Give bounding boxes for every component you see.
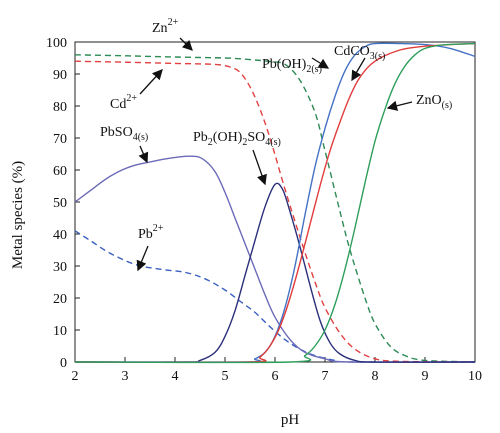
x-tick-label: 8 — [372, 369, 379, 384]
y-tick-label: 90 — [53, 68, 67, 83]
series-line-cd2 — [74, 60, 476, 363]
arrow-pb2oh2so4 — [252, 149, 267, 186]
y-tick-label: 10 — [53, 324, 67, 339]
y-tick-label: 0 — [60, 356, 67, 371]
label-zno: ZnO(s) — [416, 93, 452, 111]
x-axis-title: pH — [281, 412, 300, 428]
label-cdco3: CdCO3(s) — [334, 44, 385, 62]
x-tick-label: 7 — [322, 369, 329, 384]
y-axis-title: Metal species (%) — [10, 161, 26, 269]
x-tick-label: 10 — [468, 369, 482, 384]
y-tick-label: 80 — [53, 100, 67, 115]
y-tick-label: 100 — [46, 36, 67, 51]
series-line-pb-oh-2-s — [74, 42, 476, 363]
annotations-group: Zn2+ Cd2+ PbSO4(s) Pb2+ Pb2(OH)2SO4(s) Pb(OH)… — [100, 17, 452, 272]
y-tick-label: 20 — [53, 292, 67, 307]
series-line-cdco3-s — [74, 42, 476, 364]
x-tick-label: 5 — [222, 369, 229, 384]
y-tick-label: 50 — [53, 196, 67, 211]
arrow-pbso4 — [138, 145, 149, 164]
series-line-pbso4-s — [74, 155, 476, 363]
y-tick-label: 40 — [53, 228, 67, 243]
label-zn2: Zn2+ — [152, 17, 179, 36]
arrow-zno — [386, 100, 413, 111]
x-tick-label: 2 — [72, 369, 79, 384]
label-pb2: Pb2+ — [138, 223, 164, 242]
x-tick-label: 9 — [422, 369, 429, 384]
series-line-pb2 — [74, 230, 476, 363]
plot-frame — [74, 41, 476, 363]
arrow-cd2 — [139, 69, 163, 95]
label-pbso4: PbSO4(s) — [100, 125, 148, 143]
x-tick-label: 3 — [122, 369, 129, 384]
arrow-cdco3 — [351, 57, 366, 82]
y-tick-label: 70 — [53, 132, 67, 147]
arrow-zn2 — [179, 37, 193, 51]
series-group — [74, 42, 476, 364]
series-line-zno-s — [74, 42, 476, 364]
x-tick-label: 4 — [172, 369, 179, 384]
arrow-pboh2 — [311, 57, 330, 69]
label-cd2: Cd2+ — [110, 93, 137, 112]
y-tick-label: 30 — [53, 260, 67, 275]
label-pboh2: Pb(OH)2(s) — [262, 57, 322, 75]
label-pb2oh2so4: Pb2(OH)2SO4(s) — [193, 130, 281, 148]
y-tick-label: 60 — [53, 164, 67, 179]
series-line-pb2-oh-2so4-s — [74, 182, 476, 363]
arrow-pb2 — [136, 245, 149, 272]
x-tick-label: 6 — [272, 369, 279, 384]
